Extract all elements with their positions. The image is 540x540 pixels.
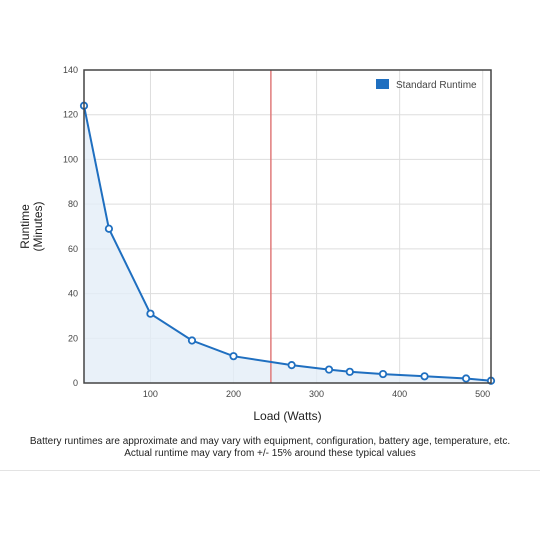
y-tick-label-120: 120 [63, 110, 78, 120]
runtime-chart: 0 20 40 60 80 100 120 140 100 200 300 400 500 Load … [18, 65, 496, 423]
y-axis-ticks: 0 20 40 60 80 100 120 140 [63, 65, 78, 388]
x-tick-label-400: 400 [392, 389, 407, 399]
x-axis-label: Load (Watts) [253, 409, 321, 423]
data-point-430[interactable] [420, 372, 429, 381]
data-point-150[interactable] [187, 336, 197, 345]
data-point-480[interactable] [461, 374, 471, 383]
data-point-340[interactable] [345, 367, 354, 376]
x-tick-label-100: 100 [143, 389, 158, 399]
data-point-270[interactable] [287, 361, 296, 370]
data-point-50[interactable] [104, 224, 114, 233]
y-tick-label-20: 20 [68, 333, 78, 343]
data-point-200[interactable] [229, 352, 238, 361]
x-tick-label-500: 500 [475, 389, 490, 399]
y-tick-label-100: 100 [63, 154, 78, 164]
legend-swatch [376, 79, 389, 89]
footnote-line-1: Battery runtimes are approximate and may… [29, 436, 511, 447]
y-tick-label-140: 140 [63, 65, 78, 75]
data-point-100[interactable] [146, 309, 155, 318]
runtime-area-fill [84, 105, 491, 384]
footnote-line-2: Actual runtime may vary from +/- 15% aro… [124, 448, 416, 459]
legend-label: Standard Runtime [396, 80, 477, 91]
y-tick-label-60: 60 [68, 244, 78, 254]
divider [0, 470, 540, 471]
series-line-standard-runtime [83, 105, 492, 382]
legend[interactable]: Standard Runtime [376, 79, 477, 91]
data-point-315[interactable] [324, 365, 334, 374]
y-axis-label-line-1: Runtime [18, 204, 32, 249]
y-axis-label: Runtime (Minutes) [18, 201, 45, 251]
y-tick-label-0: 0 [73, 378, 78, 388]
runtime-footnote: Battery runtimes are approximate and may… [0, 436, 540, 460]
data-point-380[interactable] [378, 369, 388, 379]
y-tick-label-80: 80 [68, 199, 78, 209]
y-tick-label-40: 40 [68, 289, 78, 299]
x-tick-label-300: 300 [309, 389, 324, 399]
x-axis-ticks: 100 200 300 400 500 [143, 389, 490, 399]
plot-frame [83, 69, 492, 384]
y-axis-label-line-2: (Minutes) [31, 201, 45, 251]
x-tick-label-200: 200 [226, 389, 241, 399]
